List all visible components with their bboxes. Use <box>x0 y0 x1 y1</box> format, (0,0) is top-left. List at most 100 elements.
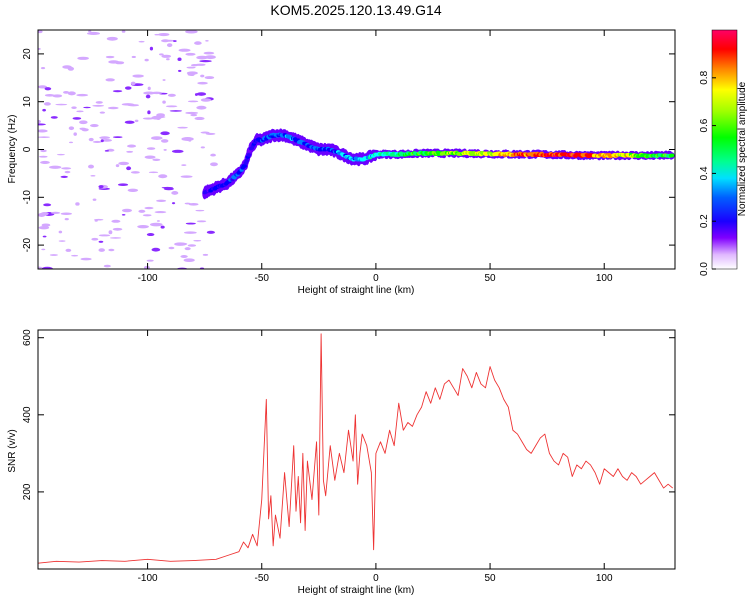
heatmap-noise-mark <box>138 40 145 43</box>
heatmap-noise-mark <box>38 123 46 126</box>
colorbar-label: Normalized spectral amplitude <box>737 81 748 216</box>
y-tick-label: -10 <box>22 190 33 205</box>
heatmap-noise-mark <box>181 137 194 141</box>
heatmap-noise-mark <box>169 110 183 112</box>
heatmap-noise-mark <box>92 198 97 201</box>
colorbar-gradient <box>711 29 738 270</box>
heatmap-noise-mark <box>161 39 170 43</box>
heatmap-noise-mark <box>108 230 113 235</box>
heatmap-noise-mark <box>205 132 216 135</box>
heatmap-noise-mark <box>148 171 159 174</box>
heatmap-noise-mark <box>63 90 70 94</box>
heatmap-noise-mark <box>83 106 91 109</box>
heatmap-noise-mark <box>150 136 163 140</box>
heatmap-noise-mark <box>187 100 199 103</box>
heatmap-noise-mark <box>50 211 61 214</box>
heatmap-noise-mark <box>185 30 198 34</box>
snr-series-line <box>38 333 674 564</box>
snr-x-label: Height of straight line (km) <box>298 585 415 596</box>
colorbar: 0.0 0.2 0.4 0.6 0.8 Normalized spectral ampl… <box>699 29 748 276</box>
heatmap-noise-mark <box>91 237 99 241</box>
colorbar-tick-label: 0.0 <box>699 262 710 276</box>
heatmap-noise-mark <box>126 150 134 153</box>
heatmap-noise-mark <box>76 93 89 97</box>
heatmap-noise-mark <box>38 136 51 138</box>
heatmap-noise-mark <box>117 183 129 187</box>
heatmap-noise-mark <box>109 237 122 239</box>
heatmap-noise-mark <box>185 111 199 115</box>
heatmap-noise-mark <box>105 78 115 82</box>
heatmap-noise-mark <box>50 116 58 119</box>
snr-x-axis: -100 -50 0 50 100 <box>138 330 613 584</box>
heatmap-noise-mark <box>202 253 209 256</box>
heatmap-noise-mark <box>147 86 151 91</box>
heatmap-noise-mark <box>40 149 47 153</box>
heatmap-noise-mark <box>168 246 175 250</box>
heatmap-noise-mark <box>183 231 197 234</box>
heatmap-noise-mark <box>180 175 193 178</box>
heatmap-noise-mark <box>64 217 69 221</box>
heatmap-noise-mark <box>186 71 198 75</box>
heatmap-noise-mark <box>43 102 51 106</box>
heatmap-noise-mark <box>127 104 139 107</box>
heatmap-noise-mark <box>146 147 156 150</box>
heatmap-noise-mark <box>99 136 111 140</box>
heatmap-noise-mark <box>41 266 53 269</box>
heatmap-noise-mark <box>187 244 197 247</box>
heatmap-x-axis: -100 -50 0 50 100 <box>138 30 613 284</box>
heatmap-noise-mark <box>38 266 43 269</box>
heatmap-noise-mark <box>144 206 154 210</box>
heatmap-noise-mark <box>112 136 123 139</box>
heatmap-noise-mark <box>160 225 165 229</box>
heatmap-noise-mark <box>163 149 167 151</box>
heatmap-noise-mark <box>166 43 173 48</box>
heatmap-noise-mark <box>190 113 198 117</box>
heatmap-noise-mark <box>144 155 156 159</box>
heatmap-noise-mark <box>131 55 136 59</box>
heatmap-noise-mark <box>167 93 176 97</box>
heatmap-noise-mark <box>145 94 151 99</box>
heatmap-noise-mark <box>72 117 82 120</box>
heatmap-noise-mark <box>200 74 205 78</box>
heatmap-noise-mark <box>138 209 146 213</box>
heatmap-noise-mark <box>64 170 71 174</box>
heatmap-noise-mark <box>200 98 212 102</box>
heatmap-noise-mark <box>204 55 216 60</box>
x-tick-label: -50 <box>255 573 270 584</box>
heatmap-noise-mark <box>210 153 216 157</box>
heatmap-noise-mark <box>76 110 84 113</box>
heatmap-noise-mark <box>161 54 172 58</box>
heatmap-noise-mark <box>40 211 49 216</box>
heatmap-noise-mark <box>197 81 208 85</box>
heatmap-noise-mark <box>177 69 182 72</box>
x-tick-label: -50 <box>255 273 270 284</box>
heatmap-y-axis: -20 -10 0 10 20 <box>22 48 675 252</box>
colorbar-tick-label: 0.6 <box>699 118 710 132</box>
heatmap-noise-mark <box>194 93 198 96</box>
heatmap-noise-mark <box>118 161 130 166</box>
heatmap-noise-mark <box>150 91 163 95</box>
heatmap-noise-mark <box>108 60 120 64</box>
heatmap-noise-mark <box>124 86 132 90</box>
heatmap-noise-mark <box>100 139 104 143</box>
heatmap-noise-mark <box>115 164 120 168</box>
heatmap-x-label: Height of straight line (km) <box>298 285 415 296</box>
heatmap-noise-mark <box>171 202 176 205</box>
y-tick-label: 200 <box>22 483 33 500</box>
heatmap-noise-mark <box>185 52 196 56</box>
heatmap-noise-mark <box>80 257 92 261</box>
heatmap-noise-mark <box>175 242 188 246</box>
heatmap-noise-mark <box>142 117 154 120</box>
y-tick-label: 20 <box>22 48 33 60</box>
heatmap-noise-mark <box>73 132 77 136</box>
chart-title: KOM5.2025.120.13.49.G14 <box>270 2 441 18</box>
heatmap-noise-mark <box>147 110 151 115</box>
colorbar-tick-label: 0.2 <box>699 214 710 228</box>
heatmap-noise-mark <box>121 208 133 213</box>
heatmap-noise-mark <box>89 123 99 128</box>
heatmap-noise-mark <box>55 103 68 106</box>
heatmap-noise-mark <box>195 209 205 212</box>
snr-y-axis: 200 400 600 <box>22 329 675 500</box>
ridge-core-mark <box>246 153 252 157</box>
